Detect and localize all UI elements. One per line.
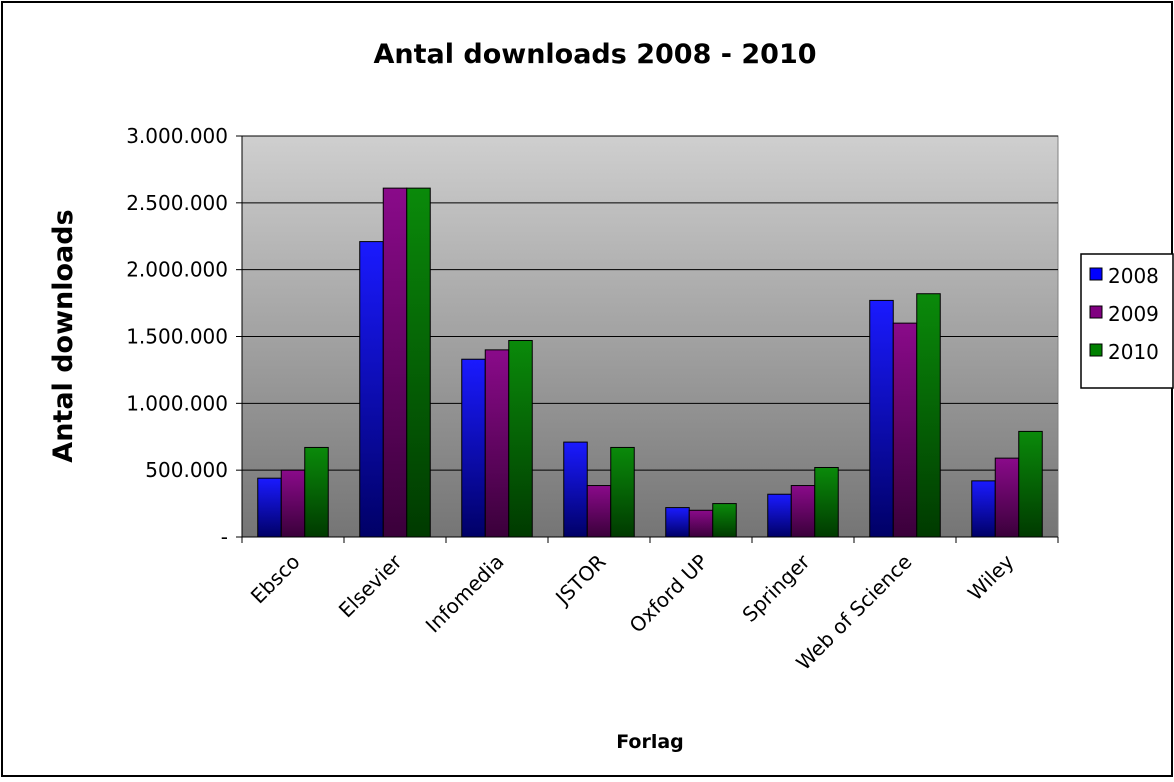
bar-2008-wiley xyxy=(971,480,996,538)
legend-label-2010: 2010 xyxy=(1108,340,1159,364)
bar-2008-oxford-up xyxy=(665,507,690,538)
bar-2008-ebsco xyxy=(257,477,282,538)
legend: 2008 2009 2010 xyxy=(1080,253,1174,389)
bar-2009-springer xyxy=(790,485,816,538)
x-axis-label: Forlag xyxy=(616,731,684,753)
bar-2008-web-of-science xyxy=(869,299,894,538)
y-tick-label: - xyxy=(221,525,228,549)
legend-swatch-2010 xyxy=(1089,343,1103,357)
legend-swatch-2008 xyxy=(1089,267,1103,281)
bar-2010-springer xyxy=(814,466,839,538)
bar-2009-infomedia xyxy=(484,349,510,538)
legend-label-2008: 2008 xyxy=(1108,264,1159,288)
y-tick-label: 500.000 xyxy=(145,458,228,482)
bar-2009-elsevier xyxy=(382,187,408,538)
y-tick-label: 2.000.000 xyxy=(126,258,228,282)
bar-2010-wiley xyxy=(1018,430,1043,538)
bar-2010-web-of-science xyxy=(916,293,941,538)
bar-2009-ebsco xyxy=(280,469,306,538)
y-tick-label: 3.000.000 xyxy=(126,124,228,148)
y-tick-label: 1.000.000 xyxy=(126,391,228,415)
chart-title: Antal downloads 2008 - 2010 xyxy=(373,39,816,70)
y-axis-label: Antal downloads xyxy=(48,209,79,462)
y-tick-labels: - 500.000 1.000.000 1.500.000 2.000.000 2.500… xyxy=(126,124,228,549)
bar-2008-elsevier xyxy=(359,241,384,538)
legend-label-2009: 2009 xyxy=(1108,302,1159,326)
bar-2010-oxford-up xyxy=(712,503,737,538)
bar-2008-infomedia xyxy=(461,358,486,538)
bar-2008-springer xyxy=(767,493,792,538)
bar-2010-elsevier xyxy=(406,187,431,538)
axes xyxy=(236,135,1059,543)
legend-swatch-2009 xyxy=(1089,305,1103,319)
bar-2009-jstor xyxy=(586,485,612,538)
bar-2010-ebsco xyxy=(304,446,329,538)
bar-2009-wiley xyxy=(994,457,1020,538)
bar-2009-oxford-up xyxy=(688,509,714,538)
y-tick-label: 2.500.000 xyxy=(126,191,228,215)
y-tick-label: 1.500.000 xyxy=(126,325,228,349)
bar-2009-web-of-science xyxy=(892,322,918,538)
bar-2010-jstor xyxy=(610,446,635,538)
bar-2008-jstor xyxy=(563,441,588,538)
bar-2010-infomedia xyxy=(508,340,533,538)
